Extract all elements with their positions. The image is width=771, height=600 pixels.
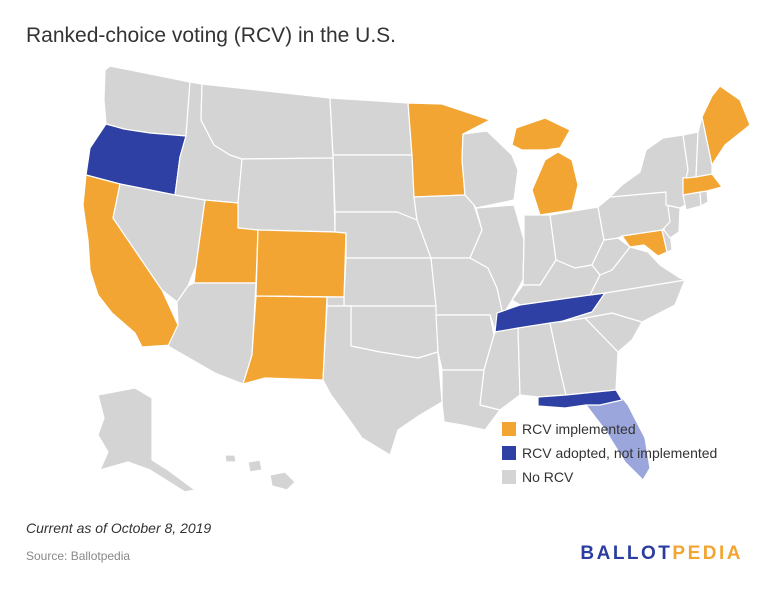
state-new-hampshire: [695, 116, 713, 178]
state-vermont: [682, 131, 699, 179]
currency-note: Current as of October 8, 2019: [26, 520, 212, 536]
state-maine: [701, 85, 751, 166]
legend-item-none: No RCV: [502, 465, 717, 489]
state-michigan: [511, 117, 579, 216]
state-hawaii: [224, 454, 296, 491]
state-montana: [200, 83, 334, 160]
logo-part-pedia: PEDIA: [672, 543, 743, 564]
source-note: Source: Ballotpedia: [26, 549, 131, 563]
state-washington: [103, 65, 191, 137]
state-wyoming: [237, 157, 336, 233]
state-new-mexico: [242, 295, 328, 385]
legend-item-adopted: RCV adopted, not implemented: [502, 441, 717, 465]
legend-swatch-implemented: [502, 422, 516, 436]
state-wisconsin: [461, 130, 519, 209]
state-texas: [322, 305, 443, 456]
state-arizona: [167, 282, 257, 385]
legend-swatch-none: [502, 470, 516, 484]
logo-part-ballot: BALLOT: [580, 543, 673, 564]
state-south-dakota: [332, 154, 418, 221]
legend-label-none: No RCV: [522, 469, 574, 485]
state-rhode-island: [699, 190, 709, 207]
us-states-map: [82, 65, 751, 493]
legend-label-implemented: RCV implemented: [522, 421, 636, 437]
ballotpedia-logo: BALLOTPEDIA: [580, 543, 743, 565]
map-legend: RCV implemented RCV adopted, not impleme…: [502, 417, 717, 489]
map-title: Ranked-choice voting (RCV) in the U.S.: [26, 24, 396, 47]
state-kansas: [343, 257, 437, 307]
legend-label-adopted: RCV adopted, not implemented: [522, 445, 718, 461]
state-north-dakota: [329, 97, 413, 156]
state-alaska: [97, 387, 196, 493]
state-colorado: [255, 229, 347, 298]
state-florida-panhandle: [537, 389, 623, 409]
legend-swatch-adopted: [502, 446, 516, 460]
legend-item-implemented: RCV implemented: [502, 417, 717, 441]
state-arkansas: [435, 314, 495, 371]
